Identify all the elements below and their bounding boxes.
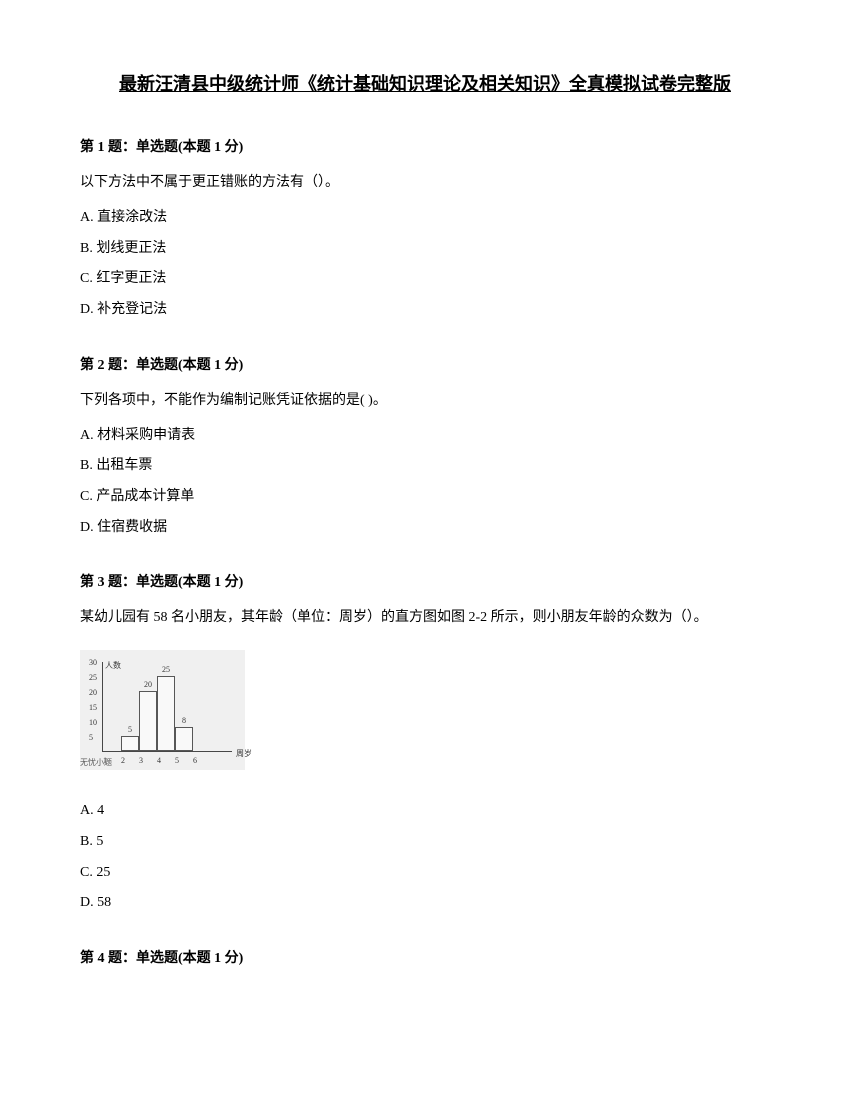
question-3-option-d: D. 58 (80, 890, 770, 917)
question-3-header: 第 3 题：单选题(本题 1 分) (80, 571, 770, 591)
question-2-header: 第 2 题：单选题(本题 1 分) (80, 354, 770, 374)
histogram-watermark: 无忧小题 (80, 757, 112, 768)
question-1-option-a: A. 直接涂改法 (80, 205, 770, 232)
question-3-option-b: B. 5 (80, 829, 770, 856)
histogram-bar-label: 25 (158, 665, 174, 674)
question-1: 第 1 题：单选题(本题 1 分) 以下方法中不属于更正错账的方法有（）。 A.… (80, 136, 770, 324)
question-2-option-d: D. 住宿费收据 (80, 515, 770, 542)
histogram-y-tick: 30 (89, 658, 97, 667)
histogram-bar: 20 (139, 691, 157, 751)
histogram-x-tick: 6 (193, 756, 197, 765)
question-3-option-a: A. 4 (80, 798, 770, 825)
question-2-text: 下列各项中，不能作为编制记账凭证依据的是( )。 (80, 388, 770, 413)
histogram-x-tick: 2 (121, 756, 125, 765)
question-4-header: 第 4 题：单选题(本题 1 分) (80, 947, 770, 967)
question-1-header: 第 1 题：单选题(本题 1 分) (80, 136, 770, 156)
histogram-y-tick: 10 (89, 718, 97, 727)
question-2-option-a: A. 材料采购申请表 (80, 423, 770, 450)
question-4: 第 4 题：单选题(本题 1 分) (80, 947, 770, 967)
document-title: 最新汪清县中级统计师《统计基础知识理论及相关知识》全真模拟试卷完整版 (80, 70, 770, 96)
histogram-x-tick: 4 (157, 756, 161, 765)
histogram-bar: 5 (121, 736, 139, 751)
histogram-bar-label: 8 (176, 716, 192, 725)
histogram-bar: 25 (157, 676, 175, 751)
histogram-x-title: 周岁 (236, 748, 252, 759)
histogram-chart: 人数 周岁 30252015105123456520258 无忧小题 (80, 650, 245, 770)
histogram-y-title: 人数 (105, 660, 121, 671)
question-3-option-c: C. 25 (80, 860, 770, 887)
question-2-option-b: B. 出租车票 (80, 453, 770, 480)
histogram-x-tick: 3 (139, 756, 143, 765)
question-2: 第 2 题：单选题(本题 1 分) 下列各项中，不能作为编制记账凭证依据的是( … (80, 354, 770, 542)
histogram-bar: 8 (175, 727, 193, 751)
question-2-option-c: C. 产品成本计算单 (80, 484, 770, 511)
question-1-text: 以下方法中不属于更正错账的方法有（）。 (80, 170, 770, 195)
histogram-y-tick: 15 (89, 703, 97, 712)
histogram-y-tick: 5 (89, 733, 93, 742)
question-1-option-c: C. 红字更正法 (80, 266, 770, 293)
histogram-x-tick: 5 (175, 756, 179, 765)
question-3: 第 3 题：单选题(本题 1 分) 某幼儿园有 58 名小朋友，其年龄（单位：周… (80, 571, 770, 917)
question-3-text: 某幼儿园有 58 名小朋友，其年龄（单位：周岁）的直方图如图 2-2 所示，则小… (80, 605, 770, 630)
question-1-option-d: D. 补充登记法 (80, 297, 770, 324)
histogram-y-tick: 25 (89, 673, 97, 682)
histogram-y-tick: 20 (89, 688, 97, 697)
question-1-option-b: B. 划线更正法 (80, 236, 770, 263)
histogram-bar-label: 5 (122, 725, 138, 734)
histogram-bar-label: 20 (140, 680, 156, 689)
